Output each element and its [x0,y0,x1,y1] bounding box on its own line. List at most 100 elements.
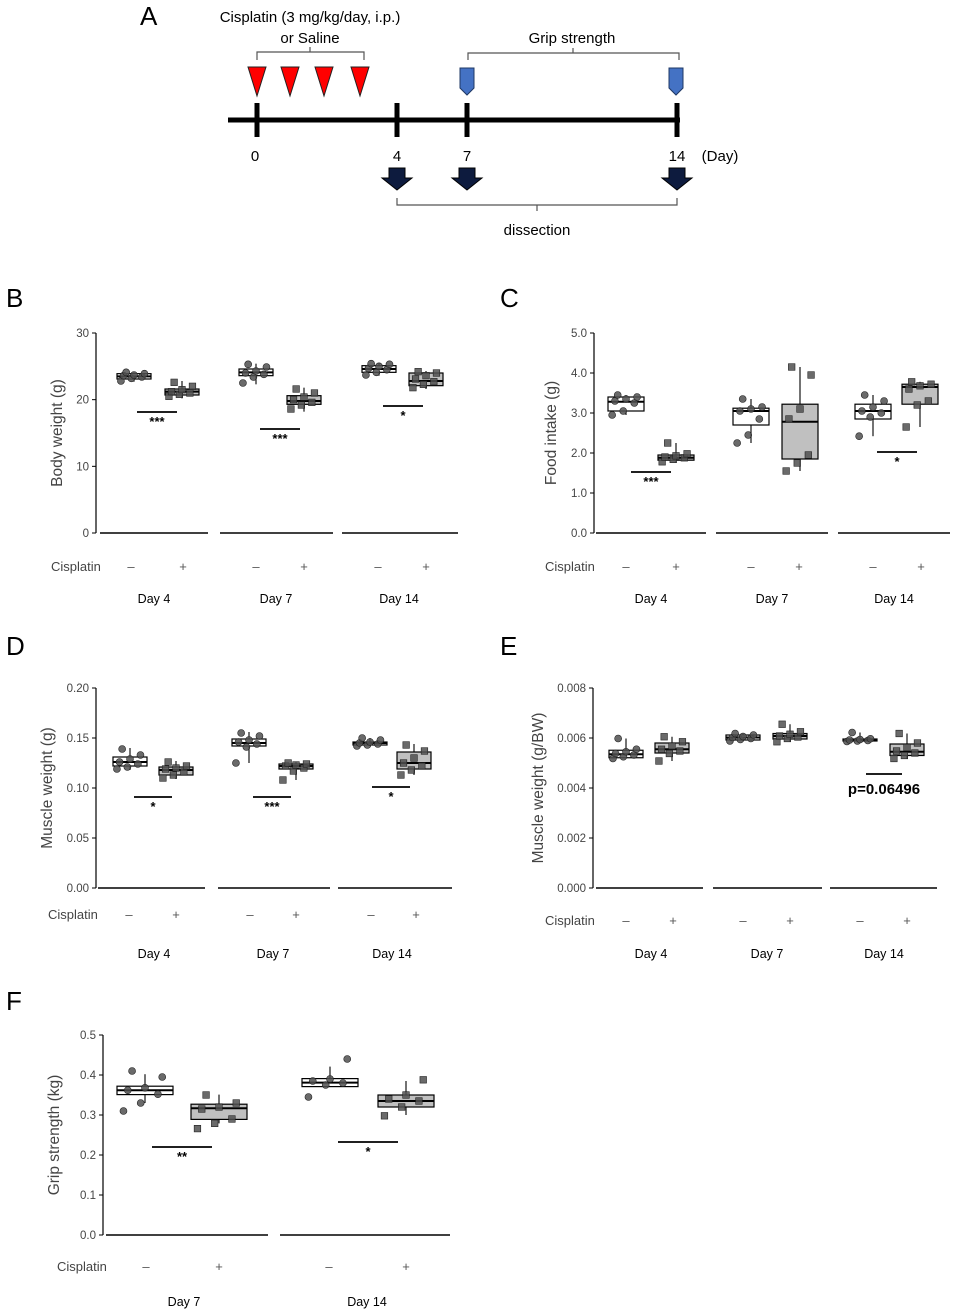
cisplatin-point [182,762,191,770]
cisplatin-point [900,751,908,760]
saline-point [622,395,630,403]
saline-point [234,738,243,746]
y-tick-label: 0.006 [557,733,586,745]
cisplatin-point [211,1119,219,1127]
y-axis-title: Muscle weight (g/BW) [530,713,547,864]
cisplatin-point [419,380,427,388]
saline-indicator: – [125,907,133,922]
y-tick-label: 0.20 [67,683,89,695]
saline-point [154,1090,162,1098]
y-axis-title: Body weight (g) [49,379,66,487]
saline-point [880,397,888,405]
significance-label: p=0.06496 [848,781,920,798]
saline-point [113,765,121,773]
y-tick-label: 5.0 [571,328,587,340]
y-tick-label: 0.4 [80,1070,97,1082]
saline-point [304,1093,313,1101]
cisplatin-point [414,368,422,376]
cisplatin-point [903,743,911,752]
panel-label-e: E [500,631,517,661]
grip-marker-day7 [459,67,475,96]
cisplatin-point [215,1103,223,1111]
cisplatin-point [892,747,901,755]
day-label-4: 4 [393,148,401,165]
chart-e: 0.000 0.002 0.004 0.006 0.008 Muscle weight (… [530,683,937,961]
day-label: Day 7 [756,592,789,606]
cisplatin-point [902,423,910,431]
saline-point [613,391,622,399]
y-tick-label: 0.002 [557,833,586,845]
saline-point [358,734,366,742]
saline-indicator: – [622,913,630,928]
injection-marker-day3 [350,66,370,98]
cisplatin-point [418,762,426,770]
saline-point [308,1077,317,1085]
y-tick-label: 0.000 [557,883,586,895]
significance-label: * [388,789,394,804]
saline-indicator: – [367,907,375,922]
saline-point [136,751,145,759]
saline-point [845,736,854,744]
saline-point [747,405,755,413]
saline-point [869,403,877,411]
day-label: Day 14 [874,592,914,606]
cisplatin-point [287,405,295,413]
day-unit-label: (Day) [702,148,739,165]
panel-label-f: F [6,986,22,1016]
day-label: Day 4 [635,947,668,961]
significance-label: * [150,799,156,814]
saline-point [622,747,630,756]
saline-point [119,1107,128,1115]
cisplatin-indicator: + [292,907,300,922]
saline-point [118,745,126,753]
cisplatin-point [164,758,172,766]
cisplatin-indicator: + [300,559,308,574]
day-label: Day 4 [138,592,171,606]
cisplatin-point [668,742,676,750]
cisplatin-point [169,771,177,779]
saline-point [385,360,394,369]
cisplatin-indicator: + [669,913,677,928]
significance-label: * [894,454,900,469]
group-day-7: – + Day 7 [732,363,819,606]
saline-point [848,728,856,737]
cisplatin-point [300,393,308,401]
treatment-line1: Cisplatin (3 mg/kg/day, i.p.) [220,9,401,26]
cisplatin-point [420,747,429,755]
cisplatin-point [186,389,194,397]
saline-point [749,731,758,739]
cisplatin-point [676,747,684,755]
injection-marker-day0 [247,66,267,98]
cisplatin-point [178,386,186,394]
cisplatin-indicator: + [179,559,187,574]
cisplatin-point [788,363,796,371]
saline-point [731,729,739,738]
saline-indicator: – [374,559,382,574]
y-tick-label: 0.5 [80,1030,96,1042]
panel-label-a: A [140,1,158,31]
y-tick-label: 0 [83,528,89,540]
saline-point [858,407,866,415]
saline-point [232,759,240,767]
group-day-7: – + Day 7 *** [231,729,314,961]
cisplatin-indicator: + [917,559,925,574]
cisplatin-point [657,745,666,753]
day-label: Day 4 [635,592,668,606]
saline-point [255,732,264,740]
cisplatin-point [890,754,898,763]
cisplatin-point [775,732,784,740]
y-tick-label: 0.008 [557,683,586,695]
cisplatin-point [161,765,170,773]
y-tick-label: 20 [76,395,89,407]
cisplatin-point [913,401,921,409]
cisplatin-indicator: + [903,913,911,928]
cisplatin-indicator: + [795,559,803,574]
cisplatin-point [796,728,805,736]
cisplatin-point [911,749,919,757]
chart-d: 0.00 0.05 0.10 0.15 0.20 Muscle weight (g) Cis… [39,683,452,961]
saline-point [339,1079,347,1087]
saline-point [877,409,886,417]
cisplatin-point [167,388,176,396]
cisplatin-point [678,738,687,746]
